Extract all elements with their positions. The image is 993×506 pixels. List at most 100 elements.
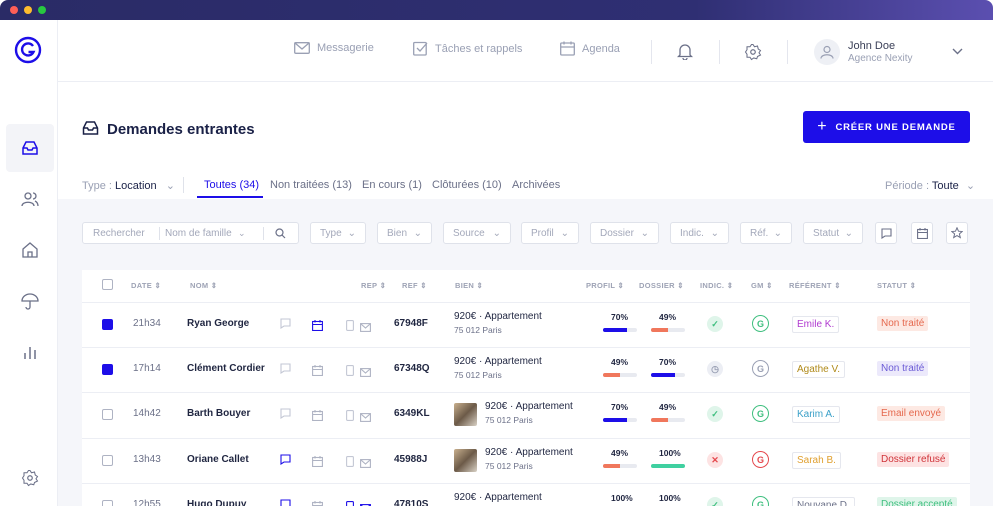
filter-dossier[interactable]: Dossier ⌄ xyxy=(590,222,659,244)
periode-dropdown[interactable]: Période : Toute ⌄ xyxy=(885,179,975,192)
row-bien[interactable]: 920€ · Appartement xyxy=(485,447,573,458)
calendar-icon[interactable] xyxy=(312,408,323,426)
nav-taches[interactable]: Tâches et rappels xyxy=(413,41,522,56)
minimize-window-button[interactable] xyxy=(24,6,32,14)
filter-profil[interactable]: Profil ⌄ xyxy=(521,222,579,244)
column-header-nom[interactable]: NOM ⇕ xyxy=(190,281,218,290)
column-header-indic[interactable]: INDIC. ⇕ xyxy=(700,281,734,290)
column-header-rep[interactable]: REP ⇕ xyxy=(361,281,387,290)
mail-icon[interactable] xyxy=(360,455,371,473)
row-bien[interactable]: 920€ · Appartement xyxy=(454,356,542,367)
row-dossier-value: 100% xyxy=(659,448,681,458)
chevron-down-icon[interactable] xyxy=(952,48,963,55)
column-header-date[interactable]: DATE ⇕ xyxy=(131,281,162,290)
filter-bien[interactable]: Bien ⌄ xyxy=(377,222,432,244)
filter-calendar-button[interactable] xyxy=(911,222,933,244)
family-name-input[interactable]: Nom de famille xyxy=(165,227,232,239)
mail-icon[interactable] xyxy=(360,500,371,506)
settings-gear-icon[interactable] xyxy=(744,43,762,61)
row-bien[interactable]: 920€ · Appartement xyxy=(454,311,542,322)
filter-source[interactable]: Source ⌄ xyxy=(443,222,511,244)
row-name[interactable]: Clément Cordier xyxy=(187,363,265,374)
row-referent[interactable]: Agathe V. xyxy=(792,361,846,378)
row-name[interactable]: Hugo Dupuy xyxy=(187,499,247,506)
column-header-dossier[interactable]: DOSSIER ⇕ xyxy=(639,281,684,290)
filter-favorites-button[interactable] xyxy=(946,222,968,244)
filter-bien-label: Bien xyxy=(387,227,408,239)
row-checkbox[interactable] xyxy=(102,364,113,375)
row-referent[interactable]: Karim A. xyxy=(792,406,840,423)
logo-icon[interactable] xyxy=(14,36,42,64)
create-demande-button[interactable]: + CRÉER UNE DEMANDE xyxy=(803,111,970,143)
row-dossier-value: 100% xyxy=(659,493,681,503)
chat-icon[interactable] xyxy=(280,363,291,377)
avatar[interactable] xyxy=(814,39,840,65)
row-bien[interactable]: 920€ · Appartement xyxy=(485,401,573,412)
chat-icon[interactable] xyxy=(280,454,291,468)
table-row[interactable] xyxy=(82,483,970,506)
filter-ref[interactable]: Réf. ⌄ xyxy=(740,222,792,244)
check-icon: ✓ xyxy=(707,406,723,422)
calendar-icon[interactable] xyxy=(312,454,323,472)
row-referent[interactable]: Sarah B. xyxy=(792,452,841,469)
sidebar-item-inbox[interactable] xyxy=(6,124,54,172)
calendar-icon[interactable] xyxy=(312,363,323,381)
row-checkbox[interactable] xyxy=(102,409,113,420)
column-header-statut[interactable]: STATUT ⇕ xyxy=(877,281,917,290)
divider xyxy=(159,227,160,240)
phone-icon[interactable] xyxy=(346,499,354,506)
phone-icon[interactable] xyxy=(346,318,354,336)
filter-indic-label: Indic. xyxy=(680,227,704,239)
select-all-checkbox[interactable] xyxy=(102,279,113,290)
calendar-icon xyxy=(916,227,928,239)
column-header-referent[interactable]: RÉFÉRENT ⇕ xyxy=(789,281,841,290)
row-checkbox[interactable] xyxy=(102,455,113,466)
sidebar-item-contacts[interactable] xyxy=(6,175,54,223)
tab-archivees[interactable]: Archivées xyxy=(512,179,561,191)
filter-type[interactable]: Type ⌄ xyxy=(310,222,366,244)
phone-icon[interactable] xyxy=(346,454,354,472)
sidebar-item-assurance[interactable] xyxy=(6,277,54,325)
row-checkbox[interactable] xyxy=(102,319,113,330)
nav-messagerie[interactable]: Messagerie xyxy=(294,42,374,54)
phone-icon[interactable] xyxy=(346,363,354,381)
mail-icon[interactable] xyxy=(360,409,371,427)
maximize-window-button[interactable] xyxy=(38,6,46,14)
tab-cloturees[interactable]: Clôturées (10) xyxy=(432,179,502,191)
row-referent[interactable]: Nouvane D. xyxy=(792,497,855,506)
tab-en-cours[interactable]: En cours (1) xyxy=(362,179,422,191)
bell-icon[interactable] xyxy=(677,43,693,60)
row-checkbox[interactable] xyxy=(102,500,113,506)
phone-icon[interactable] xyxy=(346,408,354,426)
chevron-down-icon[interactable]: ⌄ xyxy=(238,227,246,238)
tab-toutes[interactable]: Toutes (34) xyxy=(204,179,260,191)
filter-indic[interactable]: Indic. ⌄ xyxy=(670,222,729,244)
row-bien[interactable]: 920€ · Appartement xyxy=(454,492,542,503)
chat-icon[interactable] xyxy=(280,408,291,422)
row-referent[interactable]: Emile K. xyxy=(792,316,840,333)
calendar-icon[interactable] xyxy=(312,318,323,336)
close-window-button[interactable] xyxy=(10,6,18,14)
tab-non-traitees[interactable]: Non traitées (13) xyxy=(270,179,352,191)
search-icon[interactable] xyxy=(275,228,286,239)
search-input[interactable]: Rechercher xyxy=(93,227,145,239)
sidebar-item-settings[interactable] xyxy=(6,454,54,502)
filter-statut[interactable]: Statut ⌄ xyxy=(803,222,863,244)
sidebar-item-biens[interactable] xyxy=(6,226,54,274)
type-dropdown[interactable]: Type : Location ⌄ xyxy=(82,179,175,192)
column-header-profil[interactable]: PROFIL ⇕ xyxy=(586,281,625,290)
row-name[interactable]: Barth Bouyer xyxy=(187,408,251,419)
chat-icon[interactable] xyxy=(280,318,291,332)
column-header-ref[interactable]: REF ⇕ xyxy=(402,281,427,290)
column-header-gm[interactable]: GM ⇕ xyxy=(751,281,773,290)
mail-icon[interactable] xyxy=(360,364,371,382)
row-name[interactable]: Oriane Callet xyxy=(187,454,249,465)
chat-icon[interactable] xyxy=(280,499,291,506)
calendar-icon[interactable] xyxy=(312,499,323,506)
nav-agenda[interactable]: Agenda xyxy=(560,41,620,56)
row-name[interactable]: Ryan George xyxy=(187,318,250,329)
mail-icon[interactable] xyxy=(360,319,371,337)
sidebar-item-stats[interactable] xyxy=(6,328,54,376)
column-header-bien[interactable]: BIEN ⇕ xyxy=(455,281,484,290)
filter-messages-button[interactable] xyxy=(875,222,897,244)
